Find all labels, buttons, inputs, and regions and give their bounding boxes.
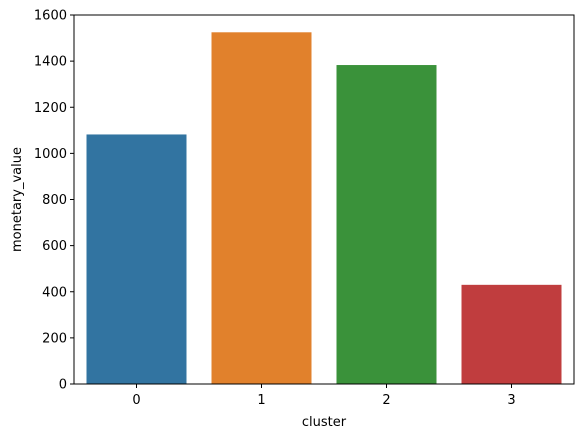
y-axis: 0 200 400 600 800 1000 1200 1400 1600 [34,9,74,393]
bar-cluster-3 [461,284,562,384]
y-tick-label: 800 [42,193,67,208]
x-tick-label: 2 [382,393,390,408]
bar-cluster-0 [86,134,187,384]
x-axis-label: cluster [302,415,347,430]
y-tick-label: 1400 [34,55,67,70]
x-tick-label: 3 [507,393,515,408]
x-axis: 0 1 2 3 [132,384,516,408]
y-tick-label: 1200 [34,101,67,116]
y-tick-label: 400 [42,285,67,300]
x-tick-label: 1 [257,393,265,408]
plot-frame [73,14,575,385]
bar-cluster-2 [336,65,437,384]
y-axis-label: monetary_value [10,147,25,252]
bar-cluster-1 [211,32,312,384]
x-tick-label: 0 [132,393,140,408]
y-tick-label: 1000 [34,147,67,162]
y-tick-label: 1600 [34,9,67,24]
bars-group [86,32,562,384]
y-tick-label: 200 [42,331,67,346]
y-tick-label: 600 [42,239,67,254]
y-tick-label: 0 [59,378,67,393]
